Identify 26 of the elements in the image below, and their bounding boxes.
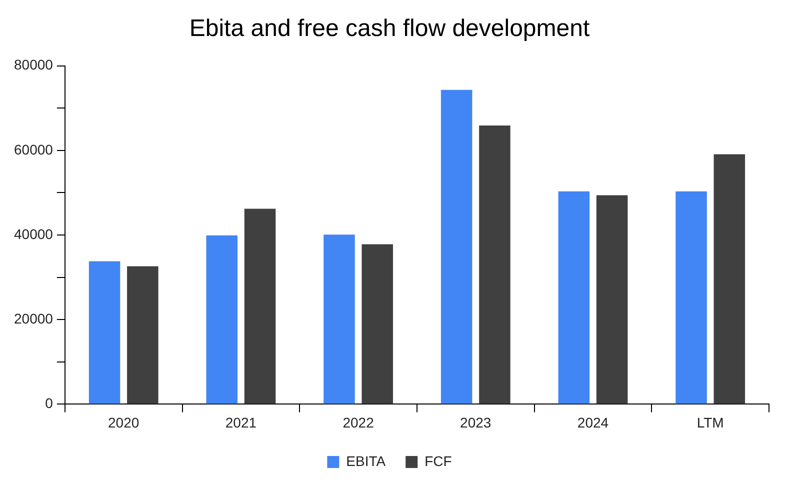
chart-title: Ebita and free cash flow development	[189, 15, 590, 42]
y-tick-label: 20000	[14, 310, 54, 326]
bar	[440, 90, 472, 404]
y-tick-label: 0	[45, 395, 54, 412]
x-tick-label: 2020	[108, 414, 140, 430]
x-tick-label: 2021	[225, 414, 257, 430]
bar	[558, 191, 590, 404]
bar	[244, 208, 276, 404]
bar	[127, 266, 158, 404]
x-tick-label: LTM	[696, 414, 724, 430]
legend-label: FCF	[424, 452, 452, 469]
x-tick-label: 2023	[460, 414, 492, 430]
x-tick-label: 2022	[342, 414, 374, 430]
bar	[596, 195, 628, 404]
legend-label: EBITA	[346, 452, 386, 469]
y-tick-label: 40000	[14, 226, 54, 242]
bar	[88, 261, 120, 404]
y-tick-label: 80000	[14, 56, 54, 73]
bar	[676, 191, 707, 404]
y-tick-label: 60000	[14, 141, 54, 158]
bar	[324, 234, 355, 404]
bar	[206, 235, 238, 404]
bar	[362, 244, 393, 404]
x-tick-label: 2024	[577, 414, 609, 430]
bar	[479, 125, 510, 404]
bar	[714, 154, 746, 404]
